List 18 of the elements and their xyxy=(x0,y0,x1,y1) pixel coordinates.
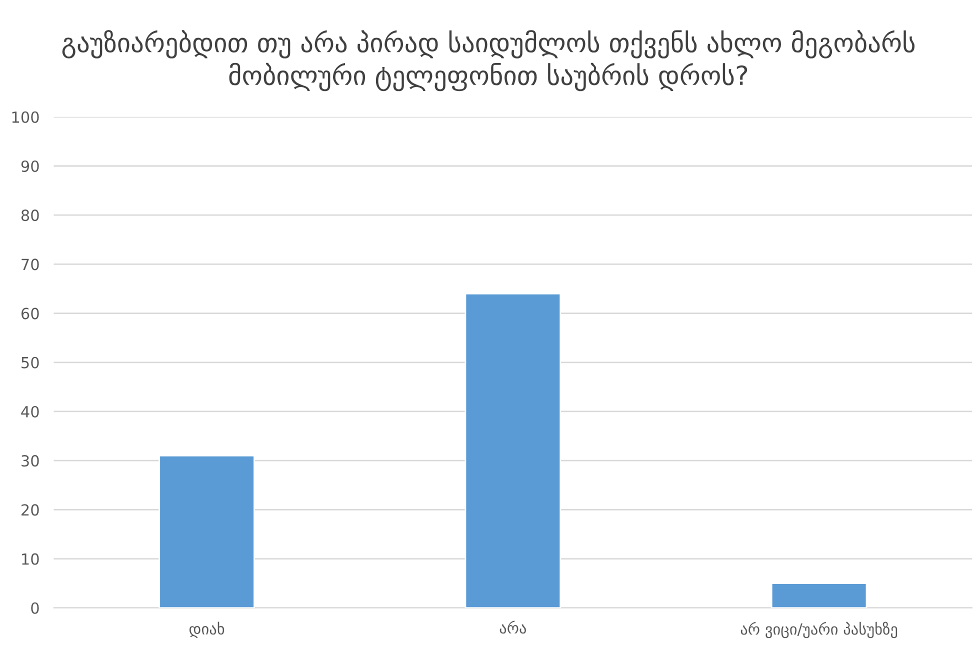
y-tick-label: 60 xyxy=(21,308,39,320)
y-tick-label: 40 xyxy=(21,406,39,418)
y-tick-label: 50 xyxy=(22,356,39,368)
y-tick-label: 100 xyxy=(12,111,39,123)
bar xyxy=(770,582,868,608)
bar xyxy=(464,292,562,608)
y-tick-label: 20 xyxy=(22,504,39,516)
chart-title: გაუზიარებდით თუ არა პირად საიდუმლოს თქვენს ახლო მეგობარს მობილური ტელეფონით საუბრის დროს? xyxy=(62,30,915,92)
y-tick-label: 90 xyxy=(21,160,39,172)
bar xyxy=(158,454,255,608)
x-tick-label: დიახ xyxy=(189,622,224,638)
y-tick-label: 80 xyxy=(21,210,39,222)
y-tick-label: 10 xyxy=(22,553,39,565)
x-tick-label: არა xyxy=(500,620,526,634)
x-tick-label: არ ვიცი/უარი პასუხზე xyxy=(740,622,898,638)
y-tick-label: 70 xyxy=(22,258,39,270)
y-tick-label: 0 xyxy=(31,602,39,614)
y-tick-label: 30 xyxy=(22,455,39,467)
